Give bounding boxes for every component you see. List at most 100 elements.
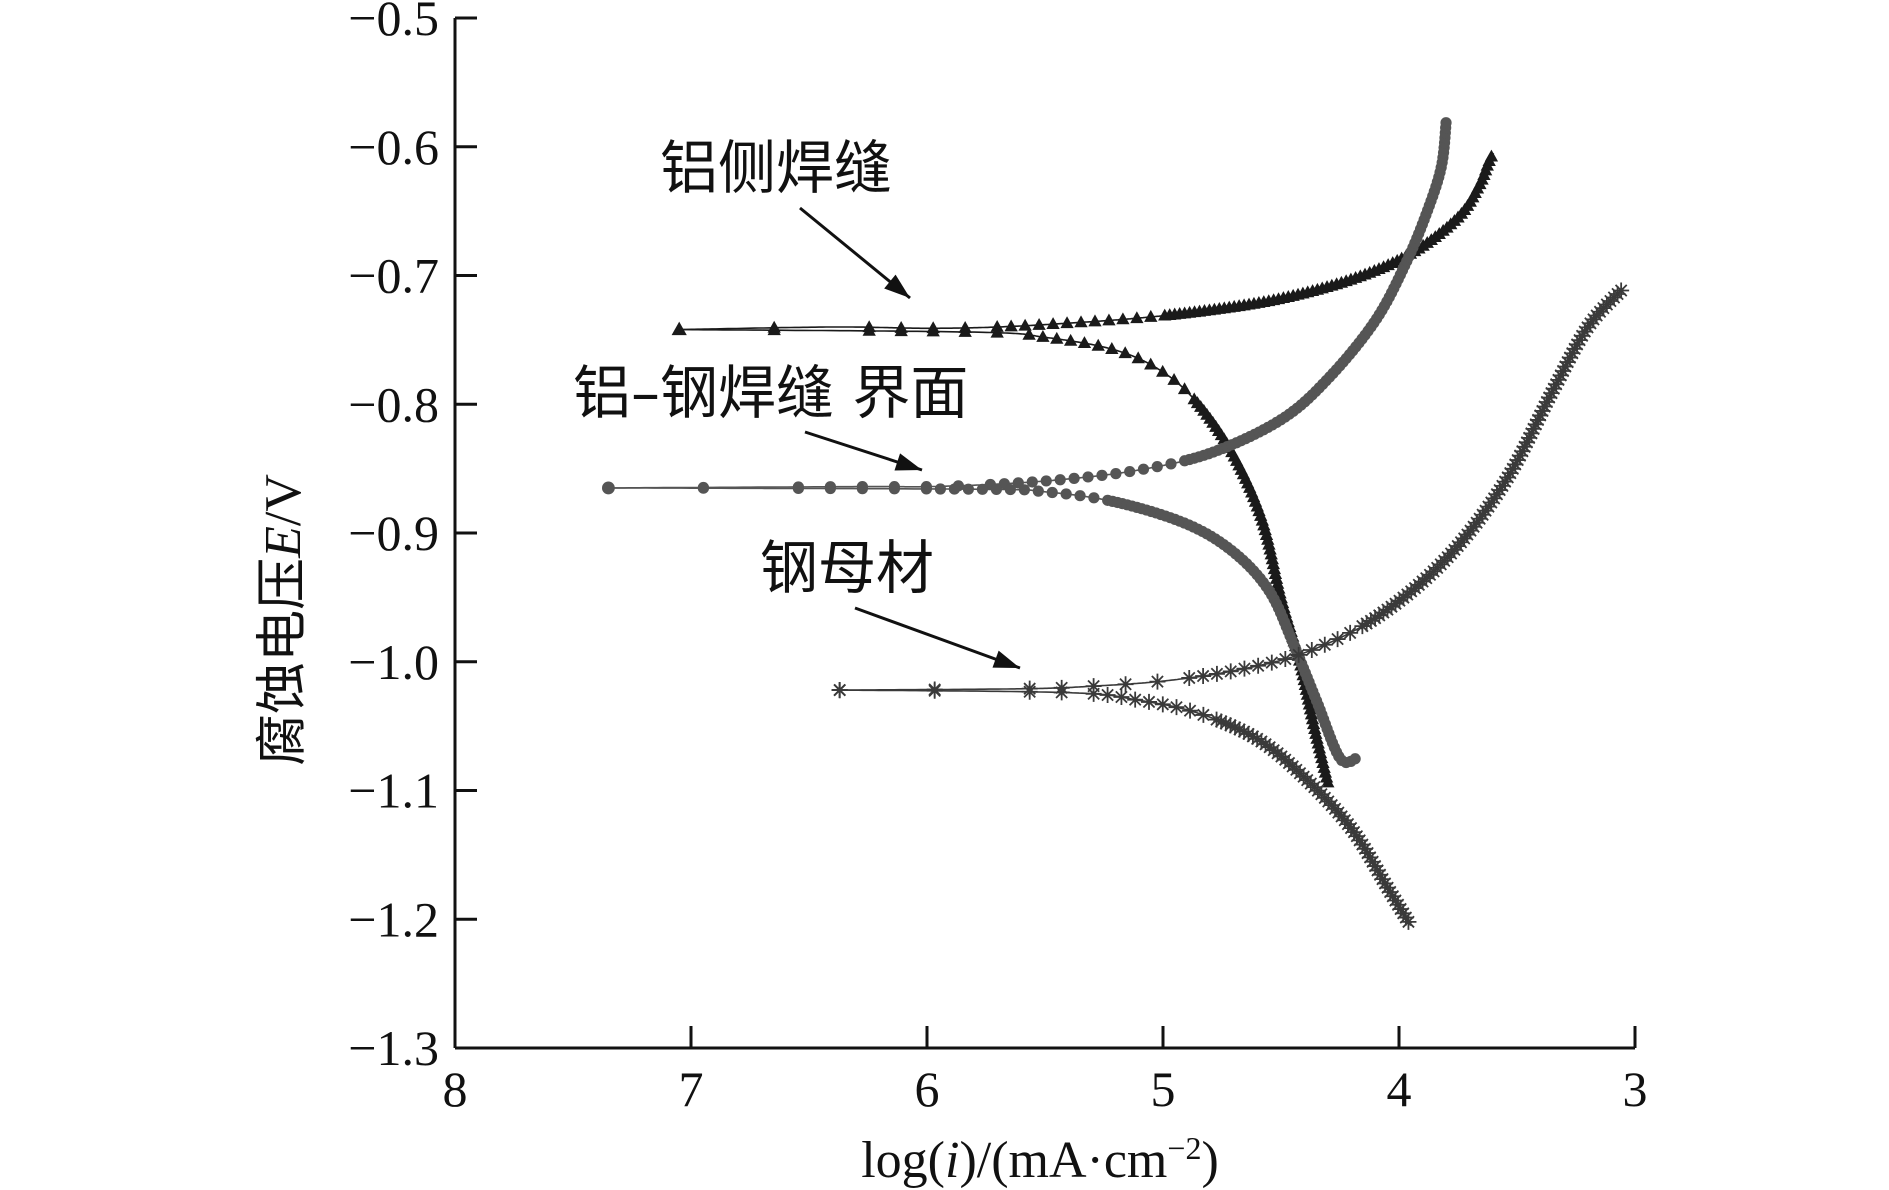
data-point (1236, 660, 1253, 677)
data-point (1263, 654, 1280, 671)
data-point (1488, 486, 1505, 503)
data-point (767, 323, 781, 336)
data-point (1384, 888, 1401, 905)
data-point (1054, 474, 1066, 486)
data-point (1088, 314, 1102, 327)
data-point (1342, 624, 1359, 641)
y-tick-label: −0.5 (348, 0, 439, 46)
annotation-arrow-head (992, 650, 1020, 668)
data-point (958, 324, 972, 337)
data-point (1165, 458, 1177, 470)
data-point (1182, 702, 1199, 719)
data-point (1168, 699, 1185, 716)
data-point (1569, 336, 1586, 353)
data-point (1091, 338, 1105, 351)
y-tick-label: −1.0 (348, 634, 439, 690)
data-point (1077, 336, 1092, 349)
data-point (1390, 896, 1407, 913)
data-point (1137, 463, 1150, 475)
data-point (1105, 342, 1119, 354)
data-point (1096, 469, 1108, 481)
data-point (1046, 317, 1060, 330)
data-point (1491, 482, 1508, 499)
data-point (1354, 618, 1371, 635)
data-point (1208, 711, 1225, 728)
data-point (1018, 484, 1030, 496)
data-point (990, 483, 1002, 496)
data-point (1440, 117, 1452, 129)
data-point (1574, 327, 1591, 344)
data-point (792, 482, 804, 495)
data-point (1249, 730, 1266, 747)
data-point (1364, 853, 1381, 870)
cathodic-branch-line (608, 487, 1357, 764)
data-point (1548, 376, 1565, 393)
y-tick-label: −1.2 (348, 891, 439, 947)
data-point (1036, 330, 1050, 342)
data-point (1576, 323, 1593, 340)
data-point (1040, 475, 1052, 487)
annotation-1: 铝侧焊缝 (660, 134, 911, 300)
data-point (1557, 358, 1574, 375)
data-point (934, 483, 946, 495)
x-tick-label: 7 (679, 1061, 704, 1117)
data-point (1236, 723, 1253, 740)
data-point (1367, 858, 1384, 875)
data-point (1222, 663, 1239, 680)
data-point (926, 324, 940, 337)
data-point (1387, 892, 1404, 909)
axes: −0.5 −0.6 −0.7 −0.8 −0.9 −1.0 −1.1 −1.2 −1.38 7 6 5… (348, 0, 1647, 1117)
data-point (1074, 315, 1088, 328)
x-tick-label: 5 (1151, 1061, 1176, 1117)
data-point (1213, 713, 1230, 730)
data-point (1502, 465, 1519, 482)
data-point (1348, 828, 1365, 845)
data-point (1082, 471, 1094, 483)
y-tick-label: −0.8 (348, 376, 439, 432)
data-point (1523, 425, 1540, 442)
data-point (1068, 472, 1080, 484)
data-point (856, 483, 868, 495)
data-point (1227, 719, 1244, 736)
data-point (1177, 382, 1192, 395)
data-point (1021, 683, 1038, 700)
data-point (1063, 333, 1078, 346)
data-point (1050, 331, 1064, 344)
data-point (1303, 702, 1318, 715)
data-point (1379, 879, 1396, 896)
data-point (1127, 691, 1144, 708)
data-point (1316, 636, 1333, 653)
data-point (1395, 905, 1412, 922)
data-point (1004, 483, 1016, 496)
data-point (1566, 340, 1583, 357)
data-point (671, 321, 687, 336)
data-point (1156, 364, 1170, 377)
annotation-arrow-shaft (854, 606, 1021, 670)
data-point (1362, 612, 1379, 629)
data-point (1351, 832, 1368, 849)
data-point (1088, 492, 1100, 504)
data-point (1561, 349, 1578, 366)
data-point (824, 482, 836, 495)
data-point (1124, 465, 1136, 478)
data-point (1130, 311, 1144, 324)
series-triangle (671, 149, 1499, 788)
data-point (1217, 715, 1234, 732)
data-point (1140, 693, 1157, 710)
data-point (1372, 866, 1389, 883)
data-point (1290, 646, 1307, 663)
data-point (1559, 354, 1576, 371)
data-point (1144, 357, 1158, 370)
y-axis-title: 腐蚀电压E/V (255, 474, 312, 766)
data-point (920, 483, 932, 495)
data-point (1400, 913, 1417, 930)
data-point (1536, 398, 1553, 415)
data-point (1110, 468, 1122, 480)
data-point (1392, 901, 1409, 918)
y-tick-label: −1.3 (348, 1020, 439, 1076)
annotation-2: 铝–钢焊缝 界面 (573, 359, 968, 472)
data-point (1509, 452, 1526, 469)
data-point (1074, 490, 1086, 502)
annotation-arrow-head (894, 453, 922, 471)
data-point (1349, 753, 1361, 765)
